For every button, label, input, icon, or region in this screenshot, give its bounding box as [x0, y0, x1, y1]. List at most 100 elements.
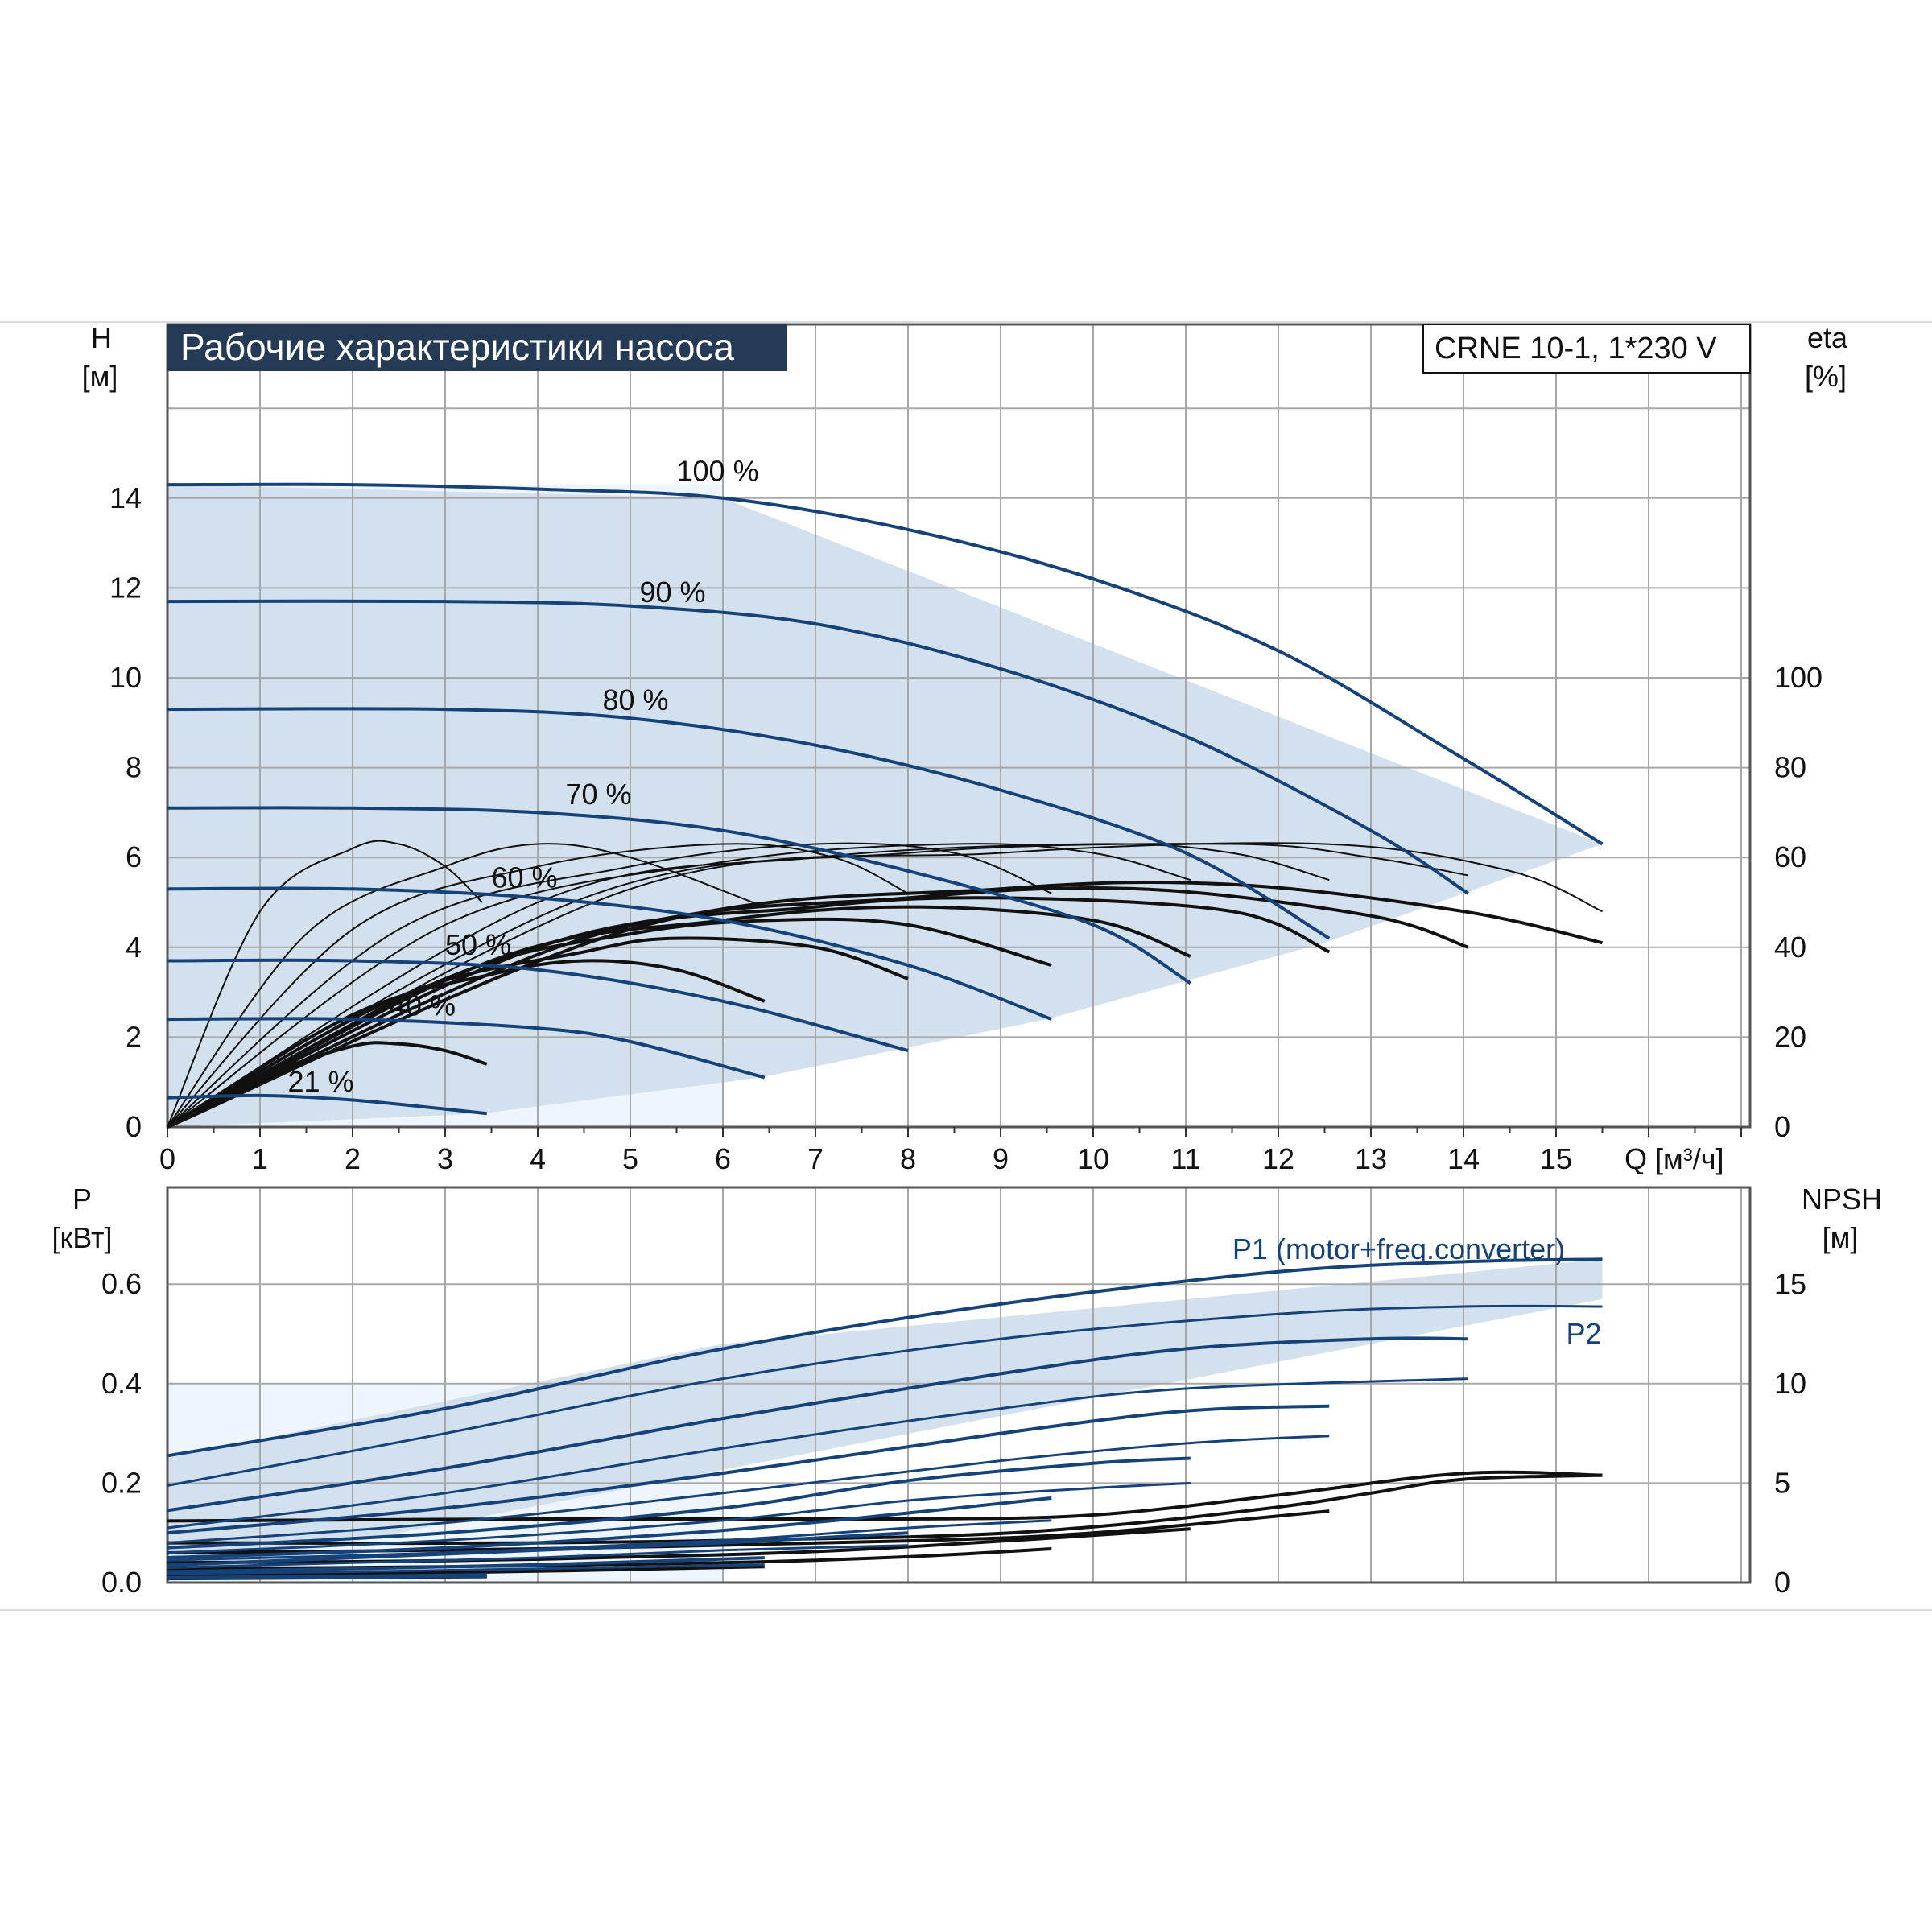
- flow-tick-label: 13: [1355, 1142, 1387, 1175]
- plot-border: [166, 1186, 1752, 1584]
- flow-tick-label: 7: [807, 1142, 824, 1175]
- head-curve: [167, 707, 1331, 940]
- plot-border: [166, 323, 1752, 1129]
- power-curve: [167, 1519, 1052, 1562]
- head-curve: [167, 482, 1604, 846]
- efficiency-curve: [167, 896, 1331, 1129]
- npsh-curve: [167, 1565, 765, 1577]
- efficiency-tick-label: 0: [1774, 1110, 1790, 1143]
- npsh-tick-label: 10: [1774, 1367, 1806, 1400]
- efficiency-axis-unit: [%]: [1805, 360, 1847, 393]
- power-axis-title: P: [72, 1183, 92, 1216]
- efficiency-curve: [167, 842, 1052, 1128]
- model-label: CRNE 10-1, 1*230 V: [1435, 332, 1717, 365]
- p1-series-label: P1 (motor+freq.converter): [1232, 1232, 1565, 1265]
- power-axis-unit: [кВт]: [52, 1221, 112, 1254]
- head-curve: [167, 1017, 766, 1080]
- npsh-tick-label: 15: [1774, 1268, 1806, 1301]
- power-tick-label: 0.0: [101, 1566, 142, 1599]
- head-curve: [167, 886, 1053, 1021]
- power-curve: [167, 1336, 1468, 1513]
- efficiency-curve: [167, 886, 1469, 1129]
- head-tick-label: 6: [126, 840, 142, 873]
- npsh-tick-label: 0: [1774, 1566, 1790, 1599]
- efficiency-tick-label: 80: [1774, 751, 1806, 784]
- flow-tick-label: 0: [159, 1142, 175, 1175]
- head-curves: [167, 482, 1604, 1116]
- speed-label: 60 %: [492, 861, 558, 894]
- operating-envelope: [167, 485, 1603, 1127]
- power-curve: [167, 1304, 1603, 1487]
- flow-tick-label: 15: [1540, 1142, 1572, 1175]
- power-curve: [167, 1563, 765, 1575]
- model-box: [1422, 324, 1751, 374]
- flow-tick-label: 4: [530, 1142, 546, 1175]
- head-tick-label: 0: [126, 1110, 142, 1143]
- efficiency-curve: [167, 843, 1191, 1128]
- flow-tick-label: 14: [1447, 1142, 1480, 1175]
- power-tick-label: 0.2: [101, 1466, 142, 1499]
- efficiency-curves: [166, 840, 1603, 1129]
- efficiency-tick-label: 100: [1774, 661, 1823, 694]
- efficiency-curve: [167, 936, 909, 1129]
- head-tick-label: 14: [109, 481, 142, 514]
- power-curve: [167, 1456, 1191, 1550]
- power-curve: [167, 1544, 909, 1569]
- efficiency-tick-label: 20: [1774, 1020, 1806, 1053]
- p2-series-label: P2: [1566, 1317, 1601, 1350]
- power-curve: [167, 1404, 1330, 1535]
- chart-title: Рабочие характеристики насоса: [180, 326, 734, 368]
- speed-label: 90 %: [640, 576, 706, 609]
- efficiency-curve: [167, 843, 1468, 1128]
- head-curve: [167, 806, 1191, 985]
- power-curve: [167, 1435, 1330, 1545]
- operating-range-area: [167, 485, 1603, 1127]
- efficiency-curve: [167, 917, 1052, 1129]
- efficiency-axis-title: eta: [1807, 321, 1848, 354]
- power-curve: [167, 1257, 1603, 1458]
- npsh-tick-label: 5: [1774, 1467, 1790, 1500]
- flow-tick-label: 9: [993, 1142, 1009, 1175]
- npsh-axis-unit: [м]: [1823, 1221, 1859, 1254]
- head-tick-label: 12: [109, 571, 142, 604]
- flow-tick-label: 12: [1262, 1142, 1294, 1175]
- speed-label: 40 %: [390, 989, 456, 1022]
- speed-label: 70 %: [566, 778, 632, 811]
- head-curve: [167, 958, 909, 1053]
- efficiency-curve: [167, 905, 1191, 1129]
- head-tick-label: 8: [126, 751, 142, 784]
- speed-label: 80 %: [603, 683, 669, 716]
- power-curve: [167, 1377, 1468, 1530]
- power-tick-label: 0.4: [101, 1367, 142, 1400]
- power-curve: [167, 1556, 765, 1574]
- flow-tick-label: 6: [715, 1142, 731, 1175]
- speed-label: 100 %: [677, 454, 759, 487]
- npsh-curve: [167, 1527, 1191, 1565]
- head-curve: [167, 1093, 488, 1116]
- power-curve: [167, 1575, 487, 1580]
- npsh-axis-title: NPSH: [1802, 1183, 1882, 1216]
- speed-label: 50 %: [445, 928, 511, 961]
- head-tick-label: 2: [126, 1020, 142, 1053]
- flow-tick-label: 5: [622, 1142, 638, 1175]
- power-npsh-chart: 0.0 0.2 0.4 0.6 0 5 10 15 P [кВт] NPSH [м] P1 (…: [52, 1183, 1882, 1599]
- flow-axis-title: Q [м³/ч]: [1624, 1142, 1724, 1175]
- flow-tick-label: 10: [1077, 1142, 1109, 1175]
- head-chart-grid: [166, 323, 1752, 1137]
- flow-tick-label: 8: [900, 1142, 916, 1175]
- flow-tick-label: 11: [1170, 1142, 1200, 1175]
- speed-label: 21 %: [288, 1065, 354, 1098]
- flow-tick-label: 1: [252, 1142, 268, 1175]
- head-tick-label: 10: [109, 661, 142, 694]
- power-tick-label: 0.6: [101, 1267, 142, 1300]
- efficiency-curve: [167, 880, 1603, 1129]
- head-axis-unit: [м]: [82, 360, 118, 393]
- head-curve: [167, 599, 1469, 895]
- npsh-curve: [167, 1473, 1603, 1546]
- power-chart-grid: [166, 1186, 1752, 1584]
- head-axis-title: H: [91, 321, 112, 354]
- efficiency-curve: [167, 842, 1603, 1128]
